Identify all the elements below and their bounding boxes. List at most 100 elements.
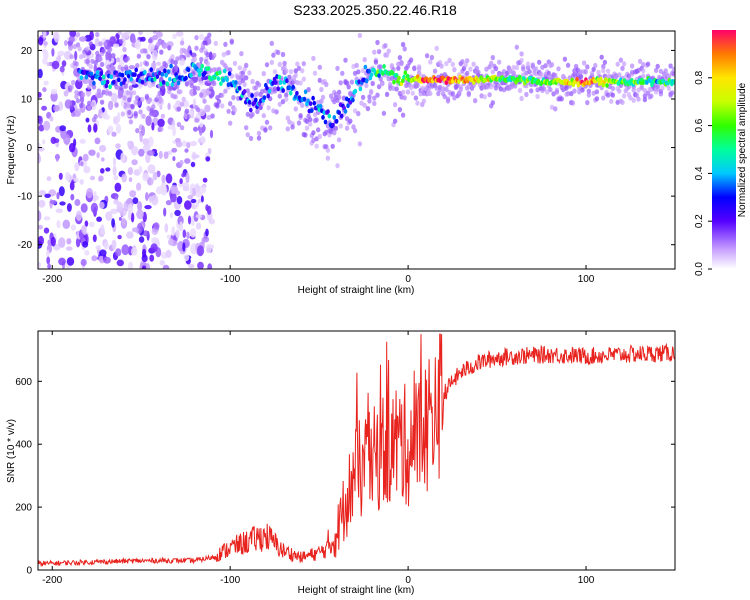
ridge-halo xyxy=(447,57,452,64)
ridge-halo xyxy=(364,82,369,89)
ridge-halo xyxy=(139,96,145,103)
ridge-halo xyxy=(159,126,164,132)
ridge-point xyxy=(267,88,272,94)
ridge-point xyxy=(392,79,396,85)
ridge-point xyxy=(521,76,526,81)
ridge-point xyxy=(95,70,100,75)
noise-blob xyxy=(66,203,72,212)
noise-blob xyxy=(43,216,51,221)
ridge-point xyxy=(161,80,166,85)
ridge-point xyxy=(401,78,405,84)
ridge-halo xyxy=(245,88,250,94)
ridge-halo xyxy=(493,66,499,72)
ridge-halo xyxy=(293,72,298,78)
ridge-halo xyxy=(244,62,249,68)
ridge-point xyxy=(184,75,188,81)
noise-blob xyxy=(79,179,84,185)
ridge-halo xyxy=(176,106,182,112)
ridge-halo xyxy=(194,45,199,51)
y-tick-label: 0 xyxy=(26,566,32,577)
ridge-halo xyxy=(458,86,463,93)
noise-blob xyxy=(205,204,209,212)
ridge-halo xyxy=(107,90,113,96)
ridge-halo xyxy=(554,89,560,95)
ridge-point xyxy=(303,89,308,95)
noise-blob xyxy=(184,158,191,164)
noise-blob xyxy=(38,190,47,196)
noise-blob xyxy=(145,115,152,127)
noise-blob xyxy=(131,159,138,166)
ridge-point xyxy=(326,109,330,114)
ridge-point xyxy=(265,85,269,91)
ridge-halo xyxy=(521,66,526,72)
noise-blob xyxy=(43,120,51,131)
ridge-halo xyxy=(636,96,641,102)
ridge-halo xyxy=(228,101,233,107)
ridge-halo xyxy=(176,121,182,128)
ridge-halo xyxy=(151,104,156,110)
noise-blob xyxy=(69,142,76,153)
ridge-halo xyxy=(128,119,134,125)
noise-blob xyxy=(165,200,172,206)
ridge-halo xyxy=(392,118,398,124)
ridge-halo xyxy=(585,64,590,70)
ridge-point xyxy=(108,84,112,90)
ridge-halo xyxy=(537,59,542,65)
snr-panel: -200 -100 0 100 0 200 400 600 Height of straig… xyxy=(6,330,676,596)
noise-blob xyxy=(103,114,111,120)
noise-blob xyxy=(207,263,213,269)
colorbar-label: Normalized spectral amplitude xyxy=(737,82,748,217)
x-tick-label: 100 xyxy=(578,575,595,586)
noise-blob xyxy=(53,243,61,251)
ridge-halo xyxy=(340,70,345,76)
noise-blob xyxy=(74,162,80,172)
noise-blob xyxy=(50,88,58,95)
y-tick-label: 20 xyxy=(21,46,33,57)
ridge-halo xyxy=(210,113,215,119)
ridge-point xyxy=(415,74,420,79)
ridge-halo xyxy=(416,66,422,72)
noise-blob xyxy=(84,249,90,256)
ridge-halo xyxy=(378,64,383,70)
ridge-halo xyxy=(269,40,274,47)
noise-blob xyxy=(111,239,117,250)
noise-blob xyxy=(38,154,42,164)
ridge-halo xyxy=(666,73,672,79)
noise-blob xyxy=(38,91,42,98)
noise-blob xyxy=(89,175,96,181)
noise-blob xyxy=(117,234,122,240)
ridge-halo xyxy=(585,100,590,106)
noise-blob xyxy=(53,104,60,112)
ridge-halo xyxy=(610,92,616,98)
ridge-halo xyxy=(586,88,592,94)
ridge-point xyxy=(391,70,395,76)
noise-blob xyxy=(130,212,135,223)
noise-blob xyxy=(69,181,75,191)
ridge-halo xyxy=(93,114,98,120)
ridge-halo xyxy=(272,69,278,75)
noise-blob xyxy=(137,201,143,212)
ridge-halo xyxy=(375,39,380,46)
ridge-halo xyxy=(197,77,202,83)
ridge-halo xyxy=(87,104,92,110)
ridge-halo xyxy=(95,31,100,38)
colorbar-tick-label: 0.8 xyxy=(694,70,705,84)
noise-blob xyxy=(49,116,54,122)
ridge-halo xyxy=(421,98,427,104)
ridge-halo xyxy=(111,53,116,59)
noise-blob xyxy=(118,59,125,67)
ridge-halo xyxy=(123,83,129,89)
noise-blob xyxy=(80,258,87,267)
ridge-halo xyxy=(637,58,643,64)
ridge-halo xyxy=(143,48,148,54)
ridge-point xyxy=(250,93,254,98)
noise-blob xyxy=(187,215,192,225)
ridge-point xyxy=(99,71,104,76)
ridge-halo xyxy=(223,41,228,48)
noise-blob xyxy=(120,152,125,163)
ridge-halo xyxy=(354,62,359,68)
ridge-halo xyxy=(98,41,103,47)
ridge-point xyxy=(165,81,170,87)
noise-blob xyxy=(175,31,184,37)
noise-blob xyxy=(100,168,105,174)
